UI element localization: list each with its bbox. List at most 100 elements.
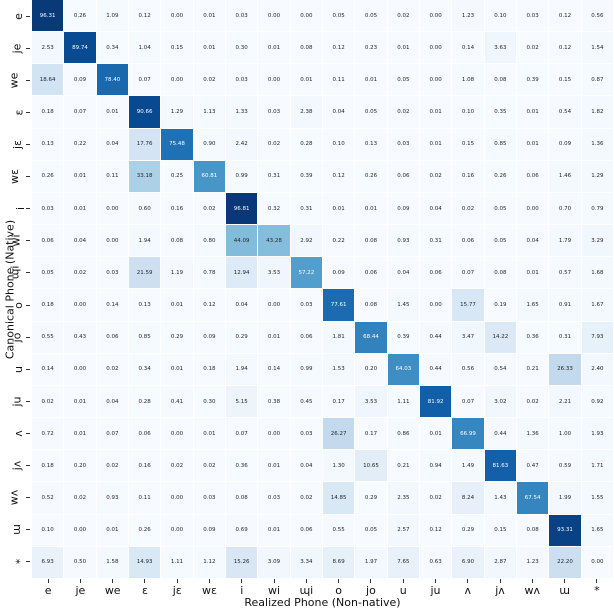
heatmap-cell: 0.16 xyxy=(129,450,161,482)
heatmap-cell: 0.06 xyxy=(32,225,64,257)
heatmap-cell: 0.85 xyxy=(484,128,516,160)
heatmap-cell: 0.01 xyxy=(258,450,290,482)
x-tick-label: we xyxy=(97,579,129,597)
tick-mark xyxy=(26,111,30,113)
heatmap-cell: 0.44 xyxy=(420,321,452,353)
heatmap-cell: 0.06 xyxy=(387,160,419,192)
heatmap-cell: 0.15 xyxy=(484,514,516,546)
y-tick-text: ɯ xyxy=(10,524,24,536)
heatmap-cell: 0.09 xyxy=(387,192,419,225)
heatmap-cell: 0.20 xyxy=(355,353,387,385)
heatmap-cell: 0.10 xyxy=(323,128,355,160)
heatmap-cell: 14.85 xyxy=(323,482,355,514)
heatmap-cell: 0.14 xyxy=(452,32,484,64)
y-tick-text: wi xyxy=(9,234,23,247)
heatmap-cell: 0.04 xyxy=(420,192,452,225)
heatmap-cell: 1.23 xyxy=(452,0,484,32)
tick-mark xyxy=(26,497,30,499)
heatmap-cell: 14.93 xyxy=(129,546,161,578)
heatmap-cell: 0.02 xyxy=(420,160,452,192)
heatmap-cell: 1.55 xyxy=(581,482,613,514)
heatmap-cell: 75.48 xyxy=(161,128,193,160)
y-tick-text: ɰi xyxy=(8,266,22,280)
heatmap-cell: 57.22 xyxy=(290,257,322,289)
heatmap-cell: 0.79 xyxy=(581,192,613,225)
heatmap-cell: 0.31 xyxy=(258,160,290,192)
heatmap-cell: 1.71 xyxy=(581,450,613,482)
heatmap-cell: 0.02 xyxy=(64,482,96,514)
heatmap-cell: 0.94 xyxy=(420,450,452,482)
heatmap-cell: 0.03 xyxy=(193,482,225,514)
heatmap-cell: 0.36 xyxy=(226,450,258,482)
heatmap-cell: 0.00 xyxy=(420,32,452,64)
tick-mark xyxy=(564,579,566,583)
heatmap-cell: 0.17 xyxy=(355,418,387,450)
heatmap-cell: 0.03 xyxy=(258,96,290,128)
x-tick-label: jʌ xyxy=(484,579,516,597)
heatmap-cell: 18.64 xyxy=(32,64,64,96)
heatmap-cell: 67.54 xyxy=(517,482,549,514)
heatmap-cell: 1.94 xyxy=(129,225,161,257)
y-tick-text: jo xyxy=(10,332,24,343)
heatmap-cell: 0.30 xyxy=(193,385,225,418)
x-tick-text: e xyxy=(44,584,52,597)
heatmap-cell: 0.02 xyxy=(96,353,128,385)
heatmap-cell: 1.08 xyxy=(452,64,484,96)
heatmap-cell: 0.02 xyxy=(161,450,193,482)
heatmap-cell: 1.12 xyxy=(193,546,225,578)
heatmap-cell: 0.54 xyxy=(484,353,516,385)
x-tick-text: ɛ xyxy=(142,584,148,597)
heatmap-cell: 0.01 xyxy=(193,418,225,450)
tick-mark xyxy=(596,579,598,583)
heatmap-cell: 0.01 xyxy=(64,385,96,418)
heatmap-cell: 0.00 xyxy=(258,289,290,321)
tick-mark xyxy=(338,579,340,583)
heatmap-cell: 1.49 xyxy=(452,450,484,482)
heatmap-cell: 0.13 xyxy=(355,128,387,160)
tick-mark xyxy=(176,579,178,583)
heatmap-cell: 0.12 xyxy=(193,289,225,321)
heatmap-cell: 0.01 xyxy=(96,96,128,128)
heatmap-cell: 0.70 xyxy=(549,192,581,225)
x-tick-label: i xyxy=(226,579,258,597)
heatmap-cell: 0.26 xyxy=(64,0,96,32)
heatmap-cell: 0.18 xyxy=(193,353,225,385)
heatmap-cell: 0.09 xyxy=(193,321,225,353)
y-tick-text: ɛ xyxy=(12,109,26,116)
x-tick-text: ʌ xyxy=(464,584,472,597)
heatmap-cell: 0.06 xyxy=(355,257,387,289)
heatmap-cell: 0.34 xyxy=(129,353,161,385)
heatmap-cell: 3.53 xyxy=(355,385,387,418)
heatmap-cell: 0.99 xyxy=(226,160,258,192)
heatmap-cell: 0.23 xyxy=(355,32,387,64)
heatmap-cell: 0.02 xyxy=(193,450,225,482)
heatmap-cell: 0.02 xyxy=(517,385,549,418)
heatmap-cell: 1.36 xyxy=(517,418,549,450)
heatmap-cell: 0.04 xyxy=(387,257,419,289)
heatmap-cell: 0.34 xyxy=(96,32,128,64)
heatmap-cell: 3.47 xyxy=(452,321,484,353)
heatmap-cell: 0.03 xyxy=(32,192,64,225)
heatmap-cell: 0.55 xyxy=(323,514,355,546)
heatmap-cell: 0.01 xyxy=(420,96,452,128)
tick-mark xyxy=(26,529,30,531)
heatmap-cell: 0.28 xyxy=(290,128,322,160)
x-tick-label: ʌ xyxy=(452,579,484,597)
y-tick-text: e xyxy=(12,12,26,20)
heatmap-cell: 0.78 xyxy=(193,257,225,289)
y-tick-label: wʌ xyxy=(4,482,30,514)
heatmap-cell: 96.31 xyxy=(32,0,64,32)
x-tick-text: jo xyxy=(366,584,376,597)
x-tick-text: o xyxy=(335,584,343,597)
heatmap-cell: 0.12 xyxy=(323,32,355,64)
heatmap-cell: 0.02 xyxy=(387,0,419,32)
heatmap-cell: 0.63 xyxy=(420,546,452,578)
heatmap-cell: 0.03 xyxy=(226,0,258,32)
heatmap-cell: 0.00 xyxy=(420,289,452,321)
heatmap-cell: 0.05 xyxy=(323,0,355,32)
heatmap-cell: 0.19 xyxy=(484,289,516,321)
heatmap-cell: 3.53 xyxy=(258,257,290,289)
heatmap-cell: 0.02 xyxy=(517,32,549,64)
heatmap-cell: 1.81 xyxy=(323,321,355,353)
heatmap-cell: 2.92 xyxy=(290,225,322,257)
